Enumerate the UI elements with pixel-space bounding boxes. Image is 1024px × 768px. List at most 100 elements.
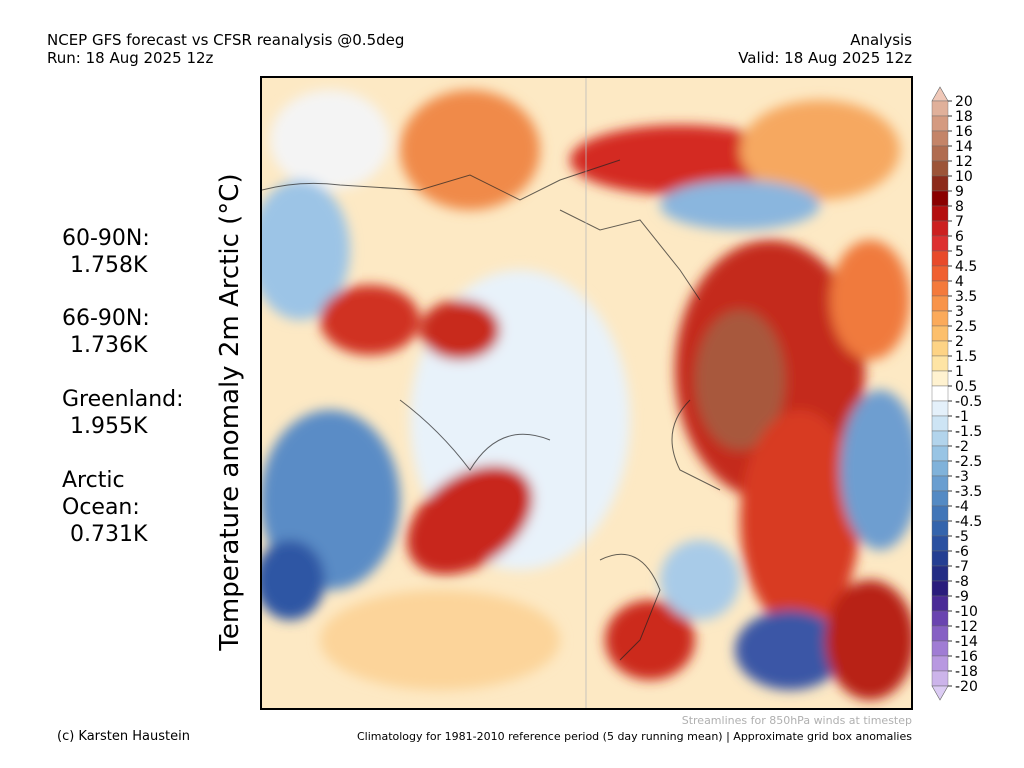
colorbar: 201816141210987654.543.532.521.510.5-0.5… [931,86,982,701]
colorbar-swatch [931,190,949,207]
colorbar-label: -10 [955,604,978,620]
colorbar-swatch [931,175,949,192]
colorbar-swatch [931,340,949,357]
colorbar-swatch [931,370,949,387]
colorbar-label: -0.5 [955,394,982,410]
colorbar-label: 4.5 [955,259,977,275]
region-name: Greenland: [62,387,184,412]
colorbar-swatch [931,100,949,117]
region-stat: 66-90N: 1.736K [62,305,192,359]
colorbar-swatch [931,640,949,657]
region-name: 60-90N: [62,226,150,251]
colorbar-label: 5 [955,244,964,260]
colorbar-swatch [931,250,949,267]
region-stat: 60-90N: 1.758K [62,225,192,279]
colorbar-label: 16 [955,124,973,140]
colorbar-swatch [931,535,949,552]
colorbar-label: -8 [955,574,969,590]
colorbar-swatch [931,655,949,672]
title: NCEP GFS forecast vs CFSR reanalysis @0.… [47,31,405,49]
region-stat: Arctic Ocean: 0.731K [62,467,152,548]
colorbar-label: 18 [955,109,973,125]
colorbar-swatch [931,595,949,612]
colorbar-label: -14 [955,634,978,650]
colorbar-triangle [931,86,949,102]
colorbar-label: 1 [955,364,964,380]
colorbar-label: 2 [955,334,964,350]
mode: Analysis [850,31,912,49]
colorbar-label: -3 [955,469,969,485]
region-stat: Greenland: 1.955K [62,386,192,440]
colorbar-label: 7 [955,214,964,230]
map-frame [260,76,913,710]
colorbar-swatch [931,565,949,582]
y-axis-label: Temperature anomaly 2m Arctic (°C) [215,173,245,651]
colorbar-swatch [931,325,949,342]
region-value: 1.736K [70,333,148,358]
colorbar-swatch [931,145,949,162]
colorbar-label: -16 [955,649,978,665]
colorbar-label: 1.5 [955,349,977,365]
colorbar-swatch [931,115,949,132]
colorbar-label: -1 [955,409,969,425]
colorbar-swatch [931,550,949,567]
region-value: 0.731K [70,522,148,547]
colorbar-label: 2.5 [955,319,977,335]
region-name: 66-90N: [62,306,150,331]
colorbar-swatch [931,280,949,297]
run-time: Run: 18 Aug 2025 12z [47,49,214,67]
colorbar-label: 3 [955,304,964,320]
colorbar-swatch [931,295,949,312]
colorbar-label: 8 [955,199,964,215]
colorbar-label: -5 [955,529,969,545]
colorbar-label: -4 [955,499,969,515]
region-name: Arctic Ocean: [62,468,140,520]
colorbar-swatch [931,220,949,237]
valid-time: Valid: 18 Aug 2025 12z [738,49,912,67]
colorbar-label: 4 [955,274,964,290]
streamline-note: Streamlines for 850hPa winds at timestep [681,714,912,727]
colorbar-swatch [931,625,949,642]
colorbar-swatch [931,430,949,447]
colorbar-label: -4.5 [955,514,982,530]
colorbar-label: 6 [955,229,964,245]
colorbar-swatch [931,415,949,432]
colorbar-label: -12 [955,619,978,635]
colorbar-label: 0.5 [955,379,977,395]
colorbar-swatch [931,265,949,282]
region-value: 1.955K [70,414,148,439]
colorbar-swatch [931,310,949,327]
colorbar-swatch [931,460,949,477]
colorbar-triangle [931,685,949,701]
colorbar-swatch [931,445,949,462]
colorbar-swatch [931,490,949,507]
colorbar-swatch [931,670,949,687]
colorbar-swatch [931,355,949,372]
colorbar-label: -2.5 [955,454,982,470]
colorbar-swatch [931,475,949,492]
colorbar-swatch [931,205,949,222]
colorbar-swatch [931,160,949,177]
colorbar-label: 20 [955,94,973,110]
colorbar-label: 12 [955,154,973,170]
colorbar-swatch [931,520,949,537]
colorbar-label: -1.5 [955,424,982,440]
colorbar-swatch [931,400,949,417]
anomaly-map [261,77,912,709]
colorbar-swatch [931,235,949,252]
colorbar-label: -2 [955,439,969,455]
climatology-note: Climatology for 1981-2010 reference peri… [356,730,912,743]
colorbar-label: -18 [955,664,978,680]
credit: (c) Karsten Haustein [57,729,190,744]
colorbar-swatch [931,505,949,522]
colorbar-label: 3.5 [955,289,977,305]
colorbar-label: 10 [955,169,973,185]
colorbar-label: 14 [955,139,973,155]
colorbar-swatch [931,610,949,627]
colorbar-swatch [931,580,949,597]
colorbar-swatch [931,385,949,402]
colorbar-label: -3.5 [955,484,982,500]
colorbar-label: -9 [955,589,969,605]
